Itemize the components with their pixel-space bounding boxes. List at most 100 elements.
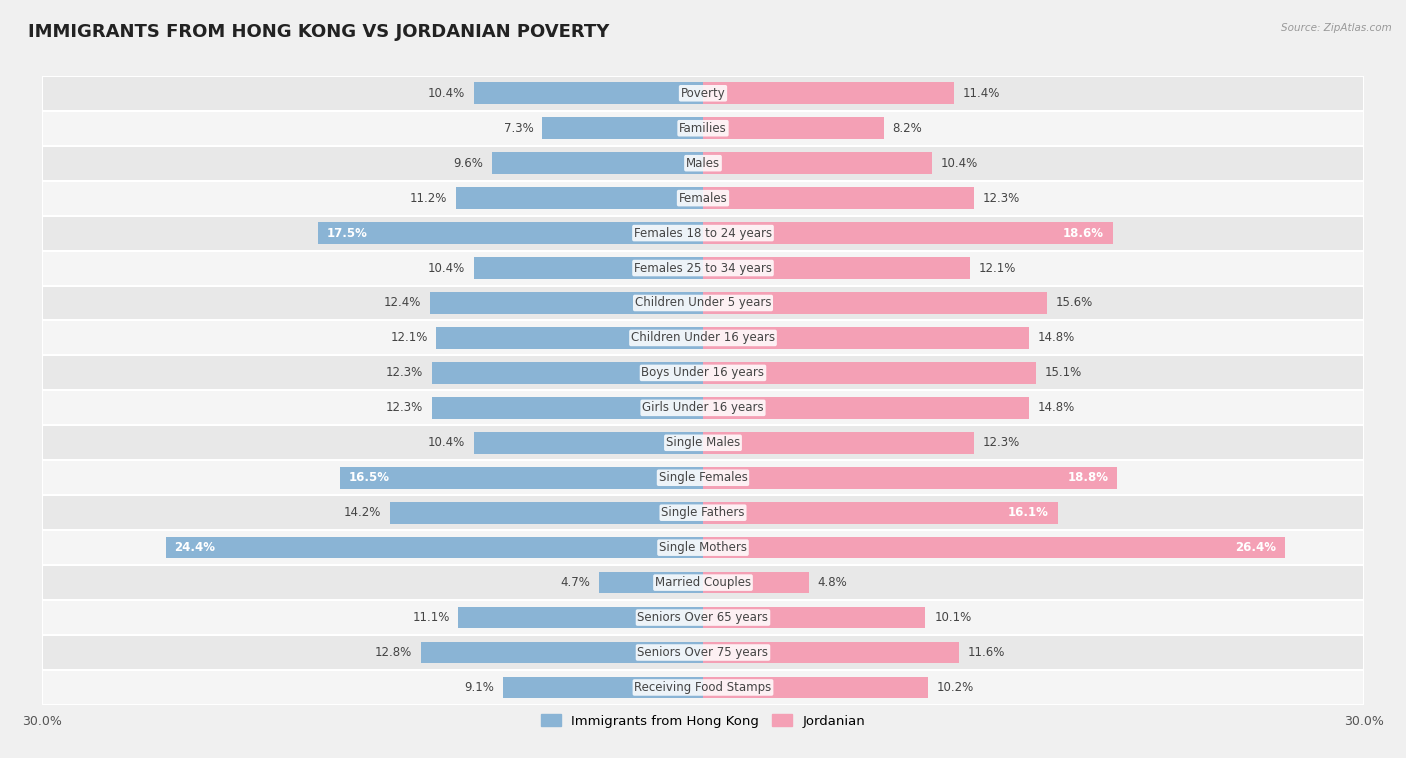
Bar <box>502 677 703 698</box>
Bar <box>543 117 703 139</box>
Text: 10.4%: 10.4% <box>427 437 465 449</box>
Text: 10.4%: 10.4% <box>427 86 465 100</box>
Text: 10.1%: 10.1% <box>934 611 972 624</box>
Text: Single Females: Single Females <box>658 471 748 484</box>
Bar <box>42 670 1364 705</box>
Bar <box>42 180 1364 215</box>
Text: 10.4%: 10.4% <box>941 157 979 170</box>
Bar <box>703 222 1112 244</box>
Text: Boys Under 16 years: Boys Under 16 years <box>641 366 765 380</box>
Text: 12.3%: 12.3% <box>387 401 423 415</box>
Bar <box>703 397 1029 418</box>
Bar <box>42 530 1364 565</box>
Text: Children Under 16 years: Children Under 16 years <box>631 331 775 344</box>
Bar <box>318 222 703 244</box>
Text: Receiving Food Stamps: Receiving Food Stamps <box>634 681 772 694</box>
Text: 14.8%: 14.8% <box>1038 331 1076 344</box>
Bar <box>436 327 703 349</box>
Text: 12.3%: 12.3% <box>983 437 1019 449</box>
Text: Children Under 5 years: Children Under 5 years <box>634 296 772 309</box>
Text: Married Couples: Married Couples <box>655 576 751 589</box>
Text: 14.8%: 14.8% <box>1038 401 1076 415</box>
Text: 17.5%: 17.5% <box>326 227 367 240</box>
Bar <box>474 83 703 104</box>
Bar <box>703 187 974 209</box>
Bar <box>474 432 703 453</box>
Bar <box>42 321 1364 356</box>
Bar <box>42 356 1364 390</box>
Bar <box>42 635 1364 670</box>
Bar <box>599 572 703 594</box>
Text: 16.1%: 16.1% <box>1008 506 1049 519</box>
Bar <box>703 572 808 594</box>
Text: 9.1%: 9.1% <box>464 681 494 694</box>
Text: 7.3%: 7.3% <box>503 122 533 135</box>
Bar <box>457 187 703 209</box>
Bar <box>339 467 703 489</box>
Bar <box>492 152 703 174</box>
Text: Single Males: Single Males <box>666 437 740 449</box>
Text: 11.4%: 11.4% <box>963 86 1000 100</box>
Text: 12.8%: 12.8% <box>375 646 412 659</box>
Bar <box>42 390 1364 425</box>
Text: 11.6%: 11.6% <box>967 646 1005 659</box>
Text: 11.2%: 11.2% <box>411 192 447 205</box>
Bar <box>42 600 1364 635</box>
Text: 14.2%: 14.2% <box>344 506 381 519</box>
Bar <box>430 292 703 314</box>
Bar <box>432 362 703 384</box>
Text: Seniors Over 65 years: Seniors Over 65 years <box>637 611 769 624</box>
Text: 9.6%: 9.6% <box>453 157 482 170</box>
Text: Girls Under 16 years: Girls Under 16 years <box>643 401 763 415</box>
Text: 8.2%: 8.2% <box>893 122 922 135</box>
Text: Females 18 to 24 years: Females 18 to 24 years <box>634 227 772 240</box>
Bar <box>703 152 932 174</box>
Text: Single Mothers: Single Mothers <box>659 541 747 554</box>
Bar <box>42 565 1364 600</box>
Bar <box>42 76 1364 111</box>
Text: 18.8%: 18.8% <box>1067 471 1108 484</box>
Text: 24.4%: 24.4% <box>174 541 215 554</box>
Text: Source: ZipAtlas.com: Source: ZipAtlas.com <box>1281 23 1392 33</box>
Bar <box>703 362 1036 384</box>
Bar <box>703 537 1285 559</box>
Bar <box>703 467 1118 489</box>
Bar <box>703 432 974 453</box>
Bar <box>703 257 970 279</box>
Bar <box>42 286 1364 321</box>
Text: Families: Families <box>679 122 727 135</box>
Bar <box>703 117 883 139</box>
Bar <box>703 642 959 663</box>
Text: Seniors Over 75 years: Seniors Over 75 years <box>637 646 769 659</box>
Text: 15.1%: 15.1% <box>1045 366 1081 380</box>
Bar <box>42 460 1364 495</box>
Bar <box>42 146 1364 180</box>
Bar <box>703 606 925 628</box>
Text: 26.4%: 26.4% <box>1234 541 1275 554</box>
Bar <box>703 83 955 104</box>
Text: Females 25 to 34 years: Females 25 to 34 years <box>634 262 772 274</box>
Text: Females: Females <box>679 192 727 205</box>
Text: Males: Males <box>686 157 720 170</box>
Bar <box>432 397 703 418</box>
Text: 4.7%: 4.7% <box>561 576 591 589</box>
Bar <box>458 606 703 628</box>
Text: 4.8%: 4.8% <box>817 576 848 589</box>
Bar <box>166 537 703 559</box>
Text: 16.5%: 16.5% <box>349 471 389 484</box>
Bar <box>42 111 1364 146</box>
Text: 18.6%: 18.6% <box>1063 227 1104 240</box>
Text: 12.3%: 12.3% <box>387 366 423 380</box>
Text: 10.2%: 10.2% <box>936 681 974 694</box>
Text: 12.1%: 12.1% <box>391 331 427 344</box>
Bar <box>42 425 1364 460</box>
Bar <box>703 502 1057 524</box>
Bar <box>703 292 1046 314</box>
Text: Poverty: Poverty <box>681 86 725 100</box>
Bar <box>391 502 703 524</box>
Bar <box>703 677 928 698</box>
Text: 11.1%: 11.1% <box>412 611 450 624</box>
Bar <box>42 215 1364 251</box>
Text: 12.4%: 12.4% <box>384 296 420 309</box>
Text: IMMIGRANTS FROM HONG KONG VS JORDANIAN POVERTY: IMMIGRANTS FROM HONG KONG VS JORDANIAN P… <box>28 23 609 41</box>
